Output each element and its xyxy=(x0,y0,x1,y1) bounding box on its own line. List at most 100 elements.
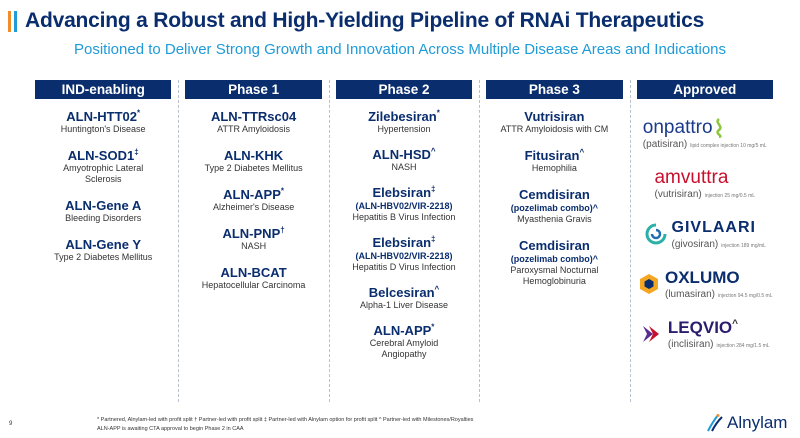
page-number: 9 xyxy=(9,421,13,427)
asset-item: ALN-APP* Alzheimer's Disease xyxy=(185,187,321,213)
asset-name: Elebsiran‡ xyxy=(372,234,436,250)
asset-indication: ATTR Amyloidosis with CM xyxy=(500,124,609,134)
logo-text: Alnylam xyxy=(727,413,788,432)
asset-indication: Alzheimer's Disease xyxy=(212,202,295,212)
asset-indication: Hepatitis D Virus Infection xyxy=(352,262,456,272)
asset-indication: Myasthenia Gravis xyxy=(517,214,592,224)
oxlumo-hexagon-icon xyxy=(640,274,658,294)
asset-item: Cemdisiran (pozelimab combo)^ Paroxysmal… xyxy=(486,238,622,287)
asset-item: ALN-Gene Y Type 2 Diabetes Mellitus xyxy=(35,237,171,263)
asset-name: ALN-BCAT xyxy=(220,265,287,280)
brand-name: amvuttra xyxy=(654,167,729,188)
asset-indication: NASH xyxy=(391,162,417,172)
asset-item: ALN-APP* Cerebral Amyloid Angiopathy xyxy=(336,323,472,360)
asset-item: Elebsiran‡ (ALN-HBV02/VIR-2218) Hepatiti… xyxy=(336,185,472,223)
asset-indication: NASH xyxy=(241,241,267,251)
asset-item: Belcesiran^ Alpha-1 Liver Disease xyxy=(336,285,472,311)
asset-code: (pozelimab combo)^ xyxy=(510,254,598,264)
asset-code: (pozelimab combo)^ xyxy=(510,203,598,213)
brand-dose: injection 25 mg/0.5 mL xyxy=(704,193,756,199)
asset-item: ALN-SOD1‡ Amyotrophic Lateral Sclerosis xyxy=(35,148,171,185)
title-bar: Advancing a Robust and High-Yielding Pip… xyxy=(8,9,704,33)
column-phase-3: Phase 3 Vutrisiran ATTR Amyloidosis with… xyxy=(479,80,629,402)
asset-indication: Hepatocellular Carcinoma xyxy=(201,280,306,290)
asset-name: ALN-HTT02* xyxy=(66,108,141,124)
brand-generic: (patisiran) xyxy=(642,139,688,150)
column-header: Phase 1 xyxy=(185,80,322,99)
onpattro-ribbon-icon xyxy=(715,118,722,138)
asset-name: Zilebesiran* xyxy=(368,108,440,124)
asset-code: (ALN-HBV02/VIR-2218) xyxy=(355,201,453,211)
brand-generic: (lumasiran) xyxy=(665,289,716,300)
asset-indication: ATTR Amyloidosis xyxy=(217,124,291,134)
column-header: Phase 2 xyxy=(335,80,473,99)
asset-item: Fitusiran^ Hemophilia xyxy=(486,148,622,174)
pipeline-columns: IND-enabling ALN-HTT02* Huntington's Dis… xyxy=(28,80,780,402)
asset-indication: Type 2 Diabetes Mellitus xyxy=(204,163,303,173)
asset-name: Cemdisiran xyxy=(518,187,590,202)
leqvio-chevron-icon xyxy=(642,326,659,342)
footnote-note: ALN-APP is awaiting CTA approval to begi… xyxy=(97,426,244,432)
asset-name: ALN-KHK xyxy=(223,148,284,163)
asset-indication: Bleeding Disorders xyxy=(65,213,142,223)
brand-generic: (inclisiran) xyxy=(667,339,714,350)
column-header: IND-enabling xyxy=(35,80,172,99)
asset-indication: Amyotrophic Lateral Sclerosis xyxy=(63,163,144,184)
brand-dose: injection 94.5 mg/0.5 mL xyxy=(718,293,773,299)
column-approved: Approved onpattro (patisiran) lipid compl… xyxy=(629,80,780,402)
asset-name: ALN-TTRsc04 xyxy=(210,109,297,124)
brand-leqvio: LEQVIO^ (inclisiran) injection 284 mg/1.5… xyxy=(637,309,773,359)
asset-indication: Cerebral Amyloid Angiopathy xyxy=(369,338,439,359)
brand-dose: lipid complex injection 10 mg/5 mL xyxy=(690,143,767,149)
asset-item: ALN-KHK Type 2 Diabetes Mellitus xyxy=(185,148,321,174)
column-ind-enabling: IND-enabling ALN-HTT02* Huntington's Dis… xyxy=(28,80,178,402)
alnylam-mark-icon xyxy=(707,414,723,432)
brand-name: LEQVIO^ xyxy=(667,318,738,337)
asset-name: ALN-SOD1‡ xyxy=(67,147,139,163)
asset-indication: Alpha-1 Liver Disease xyxy=(359,300,448,310)
givlaari-swirl-icon xyxy=(645,223,667,245)
asset-item: ALN-TTRsc04 ATTR Amyloidosis xyxy=(185,109,321,135)
asset-item: Elebsiran‡ (ALN-HBV02/VIR-2218) Hepatiti… xyxy=(336,235,472,273)
brand-amvuttra: amvuttra (vutrisiran) injection 25 mg/0.5… xyxy=(637,159,773,209)
alnylam-logo: Alnylam xyxy=(706,413,787,433)
brand-dose: injection 189 mg/mL xyxy=(721,243,766,249)
asset-name: ALN-PNP† xyxy=(222,225,285,241)
asset-name: Elebsiran‡ xyxy=(372,184,436,200)
footnotes: * Partnered, Alnylam-led with profit spl… xyxy=(97,416,473,434)
asset-name: ALN-APP* xyxy=(373,322,435,338)
asset-item: ALN-HTT02* Huntington's Disease xyxy=(35,109,171,135)
asset-item: Vutrisiran ATTR Amyloidosis with CM xyxy=(486,109,622,135)
brand-oxlumo: OXLUMO (lumasiran) injection 94.5 mg/0.5 … xyxy=(637,259,773,309)
asset-name: ALN-Gene Y xyxy=(65,237,141,252)
brand-name: GIVLAARI xyxy=(671,219,756,236)
asset-indication: Hypertension xyxy=(377,124,431,134)
asset-name: ALN-APP* xyxy=(223,186,285,202)
asset-item: ALN-HSD^ NASH xyxy=(336,147,472,173)
asset-item: Cemdisiran (pozelimab combo)^ Myasthenia… xyxy=(486,187,622,225)
asset-code: (ALN-HBV02/VIR-2218) xyxy=(355,251,453,261)
brand-name: OXLUMO xyxy=(665,268,740,287)
column-phase-1: Phase 1 ALN-TTRsc04 ATTR Amyloidosis ALN… xyxy=(178,80,328,402)
brand-name: onpattro xyxy=(642,117,713,138)
asset-indication: Huntington's Disease xyxy=(60,124,146,134)
asset-indication: Hepatitis B Virus Infection xyxy=(352,212,456,222)
column-phase-2: Phase 2 Zilebesiran* Hypertension ALN-HS… xyxy=(328,80,479,402)
asset-name: Vutrisiran xyxy=(524,109,585,124)
page-title: Advancing a Robust and High-Yielding Pip… xyxy=(25,9,705,32)
footnote-legend: * Partnered, Alnylam-led with profit spl… xyxy=(97,417,474,423)
column-header: Phase 3 xyxy=(486,80,623,99)
asset-indication: Type 2 Diabetes Mellitus xyxy=(54,252,153,262)
asset-indication: Hemophilia xyxy=(531,163,577,173)
title-accent-bars xyxy=(8,10,17,32)
column-header: Approved xyxy=(636,80,773,99)
brand-givlaari: GIVLAARI (givosiran) injection 189 mg/mL xyxy=(637,209,773,259)
asset-name: Fitusiran^ xyxy=(524,147,585,163)
asset-name: Cemdisiran xyxy=(518,238,590,253)
asset-item: ALN-BCAT Hepatocellular Carcinoma xyxy=(185,265,321,291)
page-subtitle: Positioned to Deliver Strong Growth and … xyxy=(73,41,727,58)
asset-name: ALN-Gene A xyxy=(65,198,142,213)
asset-item: ALN-Gene A Bleeding Disorders xyxy=(35,198,171,224)
asset-name: ALN-HSD^ xyxy=(372,146,436,162)
asset-item: Zilebesiran* Hypertension xyxy=(336,109,472,135)
